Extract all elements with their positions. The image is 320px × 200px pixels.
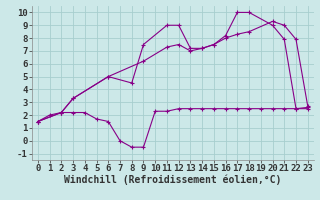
- X-axis label: Windchill (Refroidissement éolien,°C): Windchill (Refroidissement éolien,°C): [64, 175, 282, 185]
